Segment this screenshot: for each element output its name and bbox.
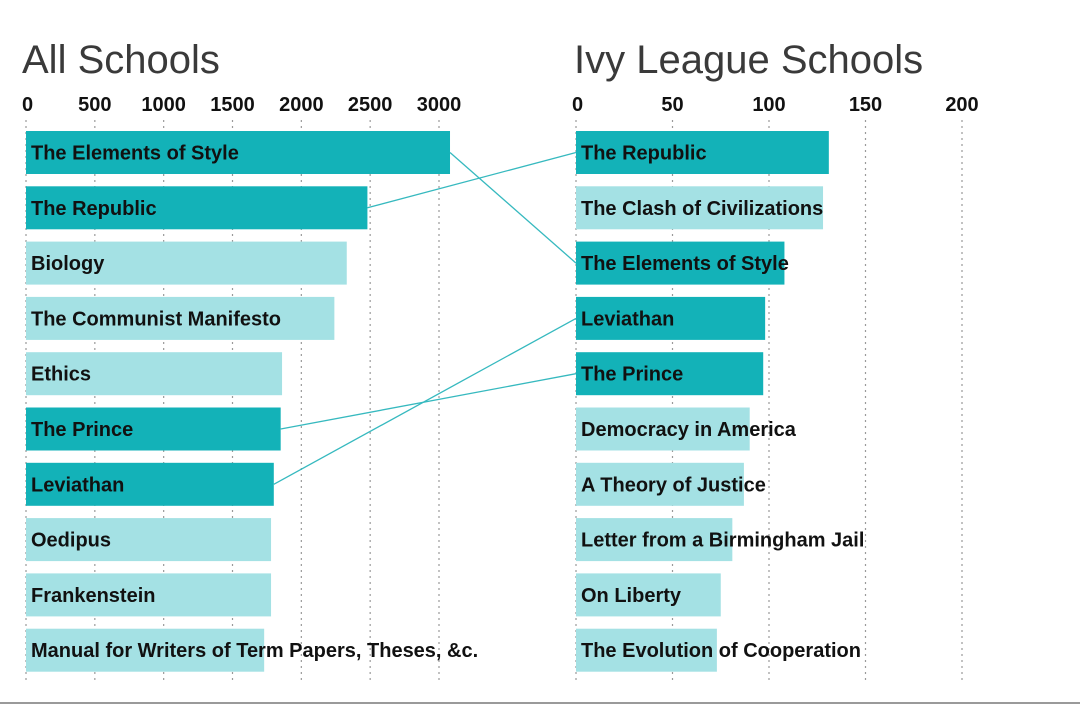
x-tick-label: 0 xyxy=(22,94,33,116)
bar-label: The Prince xyxy=(581,364,683,386)
bars-layer xyxy=(26,131,829,672)
x-tick-label: 1000 xyxy=(141,94,186,116)
bar-label: On Liberty xyxy=(581,585,682,607)
x-tick-label: 1500 xyxy=(210,94,255,116)
bar xyxy=(576,241,785,285)
x-tick-label: 2500 xyxy=(348,94,393,116)
bar-label: Manual for Writers of Term Papers, These… xyxy=(31,640,478,662)
ticks-layer: 0 500 1000 1500 2000 2500 3000 0 50 100 150 200 xyxy=(22,94,979,116)
bar-label: Ethics xyxy=(31,364,91,386)
bar-label: Frankenstein xyxy=(31,585,155,607)
bar-label: Biology xyxy=(31,253,105,275)
bar-label: The Republic xyxy=(31,198,157,220)
bar-label: Leviathan xyxy=(31,474,124,496)
rank-connector xyxy=(280,373,577,430)
x-tick-label: 3000 xyxy=(417,94,462,116)
bar xyxy=(576,131,829,174)
bar xyxy=(26,131,451,174)
x-tick-label: 50 xyxy=(661,94,683,116)
bar-label: The Communist Manifesto xyxy=(31,308,281,330)
bar xyxy=(576,407,750,451)
labels-layer: The Elements of Style The Republic Biology… xyxy=(31,143,864,663)
bar xyxy=(26,573,272,617)
bar xyxy=(26,296,335,340)
bar-label: Oedipus xyxy=(31,530,111,552)
bar xyxy=(576,573,721,617)
bar-label: Leviathan xyxy=(581,308,674,330)
x-tick-label: 100 xyxy=(752,94,785,116)
x-tick-label: 500 xyxy=(78,94,111,116)
bar-label: The Republic xyxy=(581,143,707,165)
rank-connector xyxy=(449,152,577,264)
x-tick-label: 200 xyxy=(945,94,978,116)
bar xyxy=(26,407,281,451)
bar-label: The Clash of Civilizations xyxy=(581,198,823,220)
bar-label: The Evolution of Cooperation xyxy=(581,640,861,662)
bar xyxy=(576,186,824,230)
bar xyxy=(576,462,744,506)
bar-label: Letter from a Birmingham Jail xyxy=(581,530,864,552)
bar xyxy=(26,462,274,506)
x-tick-label: 2000 xyxy=(279,94,324,116)
x-tick-label: 0 xyxy=(572,94,583,116)
bar-label: The Elements of Style xyxy=(581,253,789,275)
bar xyxy=(26,186,368,230)
rank-connector xyxy=(273,317,577,485)
connector-layer xyxy=(273,151,577,485)
bar xyxy=(26,628,265,672)
bar-label: The Elements of Style xyxy=(31,143,239,165)
bar xyxy=(26,518,272,562)
rank-connector xyxy=(367,151,577,209)
bar xyxy=(576,518,733,562)
right-panel-title: Ivy League Schools xyxy=(574,38,923,82)
bar xyxy=(26,352,283,396)
bar xyxy=(576,628,717,672)
left-panel-title: All Schools xyxy=(22,38,220,82)
bar xyxy=(576,296,766,340)
bar-label: Democracy in America xyxy=(581,419,797,441)
bar-label: A Theory of Justice xyxy=(581,474,766,496)
bar xyxy=(26,241,347,285)
bar-label: The Prince xyxy=(31,419,133,441)
bar xyxy=(576,352,764,396)
x-tick-label: 150 xyxy=(849,94,882,116)
